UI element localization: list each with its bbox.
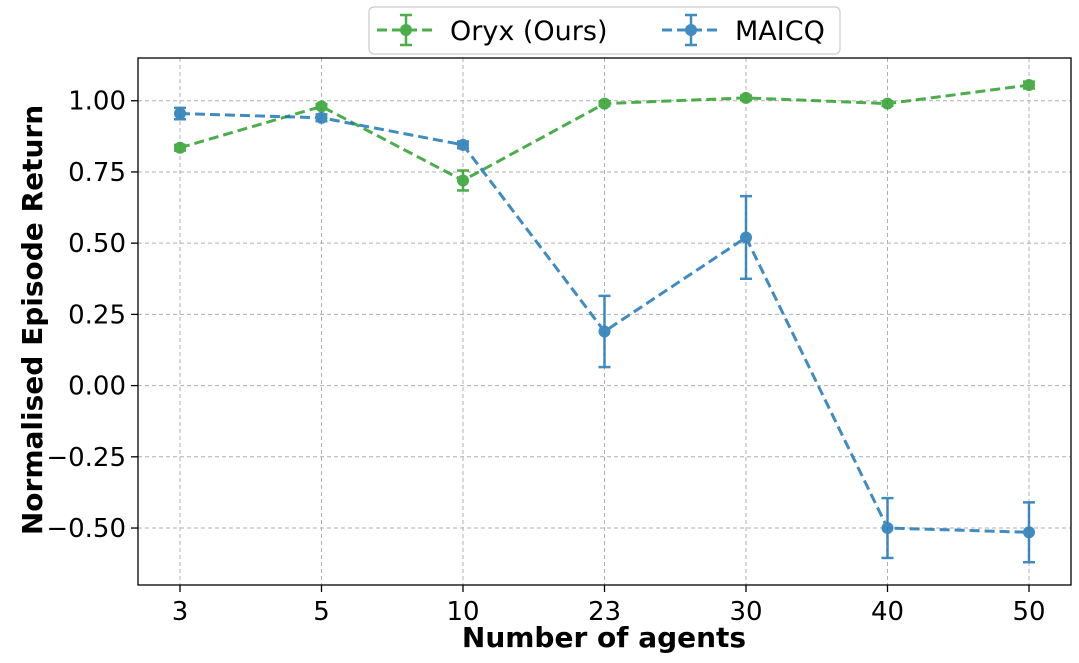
y-tick-label: 0.25 [68,300,126,330]
marker-maicq [1023,526,1035,539]
marker-oryx [1023,79,1035,92]
legend-marker-oryx [400,24,412,36]
legend-frame [368,6,841,55]
marker-oryx [881,97,894,110]
x-tick-label: 10 [446,597,479,627]
x-axis-ticks: 3 5 10 23 30 40 50 [172,585,1046,627]
x-tick-label: 5 [313,597,330,627]
y-tick-label: −0.25 [46,443,126,473]
marker-oryx [315,100,328,113]
y-axis-title: Normalised Episode Return [16,105,49,535]
marker-maicq [740,231,752,244]
y-tick-label: 1.00 [68,87,126,117]
x-tick-label: 50 [1012,597,1045,627]
marker-maicq [174,107,186,120]
legend: Oryx (Ours) MAICQ [368,6,841,55]
marker-oryx [174,141,186,154]
marker-maicq [315,111,328,124]
series-maicq [174,106,1035,564]
x-tick-label: 3 [172,597,189,627]
marker-oryx [598,97,611,110]
legend-item-oryx [377,13,435,47]
legend-item-maicq [662,13,720,47]
marker-maicq [598,325,611,338]
marker-maicq [881,522,894,535]
x-tick-label: 30 [729,597,762,627]
series [174,79,1035,564]
x-tick-label: 23 [588,597,621,627]
marker-oryx [457,174,469,187]
y-tick-label: −0.50 [46,514,126,544]
marker-oryx [740,91,752,104]
y-tick-label: 0.50 [68,229,126,259]
y-tick-label: 0.75 [68,158,126,188]
legend-marker-maicq [685,24,697,36]
marker-maicq [457,138,469,151]
legend-label-maicq: MAICQ [735,16,825,47]
series-oryx [174,79,1035,192]
y-tick-label: 0.00 [68,372,126,402]
legend-label-oryx: Oryx (Ours) [450,16,608,47]
x-tick-label: 40 [871,597,904,627]
x-axis-title: Number of agents [462,621,746,654]
y-axis-ticks: −0.50 −0.25 0.00 0.25 0.50 0.75 1.00 [46,87,138,544]
